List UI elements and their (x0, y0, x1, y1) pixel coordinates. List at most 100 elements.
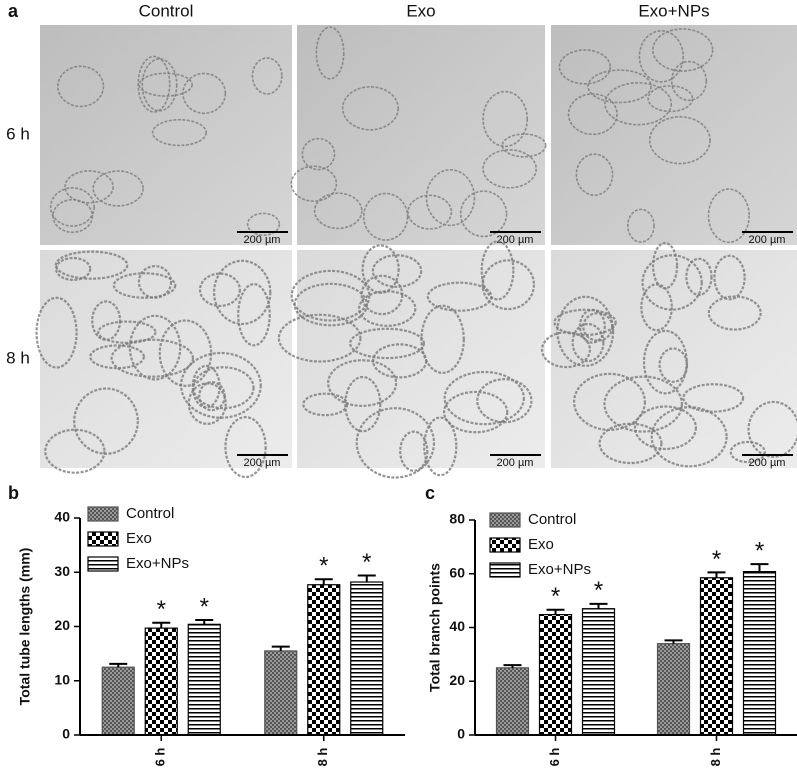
legend-label: Exo+NPs (126, 555, 189, 572)
y-tick-label: 40 (449, 618, 465, 634)
cell-network (481, 259, 536, 311)
cell-network (459, 190, 508, 238)
cell-network (141, 58, 178, 112)
micrograph-background (40, 25, 292, 245)
micrograph (277, 240, 545, 479)
error-bar (589, 602, 608, 609)
cell-network (573, 372, 647, 431)
panel-label: c (425, 483, 435, 503)
scale-bar-label: 200 µm (497, 457, 534, 469)
error-bar (546, 608, 565, 615)
error-bar (195, 618, 214, 625)
cell-network (360, 274, 404, 316)
micrograph-background (551, 25, 797, 245)
row-label: 8 h (6, 348, 30, 367)
cell-network (713, 254, 746, 301)
cell-network (89, 344, 145, 370)
cell-network (92, 170, 144, 207)
legend-label: Control (528, 511, 576, 528)
legend-label: Exo+NPs (528, 561, 591, 578)
bar (101, 666, 135, 736)
significance-marker: * (594, 577, 603, 604)
cell-network (567, 93, 618, 136)
bar (144, 627, 178, 736)
cell-network (138, 72, 193, 97)
y-tick-label: 40 (54, 509, 70, 525)
cell-network (571, 322, 605, 363)
cell-network (482, 149, 537, 189)
cell-network (128, 314, 182, 381)
cell-network (293, 282, 368, 327)
significance-marker: * (755, 537, 764, 564)
cell-network (349, 327, 426, 360)
cell-network (237, 282, 271, 347)
cell-network (640, 283, 673, 332)
legend-label: Control (126, 505, 174, 522)
cell-network (355, 407, 436, 479)
micrograph-background (40, 250, 292, 468)
cell-network (682, 383, 745, 413)
cell-network (224, 416, 267, 479)
legend-swatch (489, 512, 521, 528)
significance-marker: * (712, 546, 721, 573)
cell-network (423, 416, 458, 477)
cell-network (641, 254, 703, 311)
column-label: Control (139, 1, 194, 20)
scale-bar-label: 200 µm (244, 457, 281, 469)
cell-network (399, 430, 429, 472)
micrograph (35, 250, 292, 479)
cell-network (97, 320, 157, 344)
cell-network (182, 72, 227, 115)
cell-network (747, 400, 797, 458)
legend-swatch (489, 562, 521, 578)
cell-network (582, 312, 614, 342)
cell-network (54, 256, 92, 282)
x-tick-label: 6 h (153, 748, 168, 767)
y-tick-label: 10 (54, 671, 70, 687)
micrograph-background (297, 25, 545, 245)
cell-network (57, 65, 105, 108)
y-tick-label: 60 (449, 564, 465, 580)
cell-network (49, 187, 95, 227)
error-bar (152, 621, 171, 629)
cell-network (371, 254, 423, 288)
significance-marker: * (551, 583, 560, 610)
bar (538, 613, 573, 736)
y-tick-label: 20 (54, 617, 70, 633)
row-label: 6 h (6, 124, 30, 143)
micrograph (540, 241, 797, 468)
cell-network (73, 387, 139, 455)
cell-network (658, 347, 689, 383)
cell-network (425, 168, 476, 227)
cell-network (35, 296, 78, 369)
cell-network (301, 137, 336, 171)
cell-network (587, 69, 652, 104)
y-tick-label: 80 (449, 511, 465, 527)
legend-swatch (87, 506, 119, 522)
cell-network (707, 188, 750, 244)
cell-network (137, 55, 171, 113)
cell-network (598, 422, 663, 465)
cell-network (626, 208, 655, 243)
cell-network (575, 153, 614, 197)
y-tick-label: 30 (54, 563, 70, 579)
legend-swatch (87, 556, 119, 572)
bar (187, 623, 221, 736)
cell-network (191, 364, 221, 409)
micrograph (40, 25, 292, 245)
legend-label: Exo (126, 530, 152, 547)
cell-network (553, 308, 617, 337)
cell-network (707, 295, 762, 331)
cell-network (52, 198, 94, 234)
cell-network (187, 382, 227, 425)
cell-network (685, 257, 713, 296)
panel-label: b (8, 483, 19, 503)
cell-network (670, 60, 708, 102)
cell-network (91, 300, 122, 342)
scale-bar-label: 200 µm (749, 234, 786, 246)
cell-network (341, 85, 399, 131)
cell-network (501, 133, 547, 158)
error-bar (271, 645, 290, 651)
bar (581, 608, 616, 736)
